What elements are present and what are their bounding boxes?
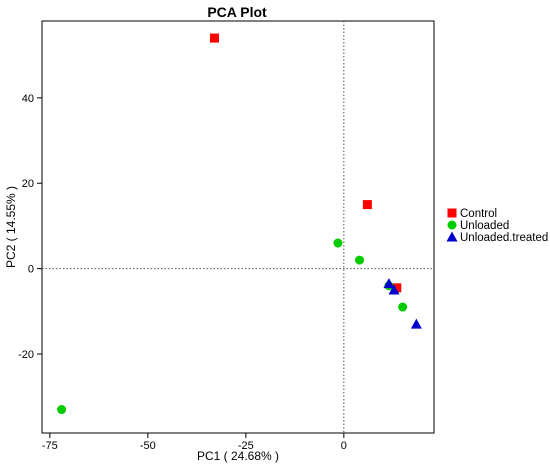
x-axis-label: PC1 ( 24.68% ) [197,449,279,463]
x-tick-label: -25 [238,440,254,452]
x-tick-label: -50 [140,440,156,452]
plot-area-frame [41,20,435,434]
legend-label-unloaded: Unloaded [460,220,509,232]
legend-marker-unloaded [447,220,457,230]
unloaded-point [398,302,408,312]
legend-label-control: Control [460,208,497,220]
control-point [392,283,402,293]
control-point [362,200,372,210]
legend-label-unloaded-treated: Unloaded.treated [460,232,548,244]
unloaded-treated-point [383,278,395,289]
unloaded-point [333,238,343,248]
control-point [209,33,219,43]
chart-title: PCA Plot [207,4,267,20]
y-tick-label: 0 [28,264,34,276]
x-axis: -75 -50 -25 0 [42,433,347,452]
reference-lines [42,21,434,433]
data-points [57,33,422,415]
unloaded-treated-point [410,318,422,329]
x-tick-label: -75 [42,440,58,452]
y-tick-label: 20 [22,178,34,190]
unloaded-treated-point [388,284,400,295]
legend-marker-unloaded-treated [446,231,458,242]
unloaded-point [355,255,365,265]
y-tick-label: 40 [22,93,34,105]
legend-marker-control [447,208,457,218]
x-tick-label: 0 [341,440,347,452]
y-axis-label: PC2 ( 14.55% ) [4,186,18,268]
y-tick-label: -20 [18,349,34,361]
y-axis: -20 0 20 40 [18,93,42,361]
unloaded-point [57,405,67,415]
